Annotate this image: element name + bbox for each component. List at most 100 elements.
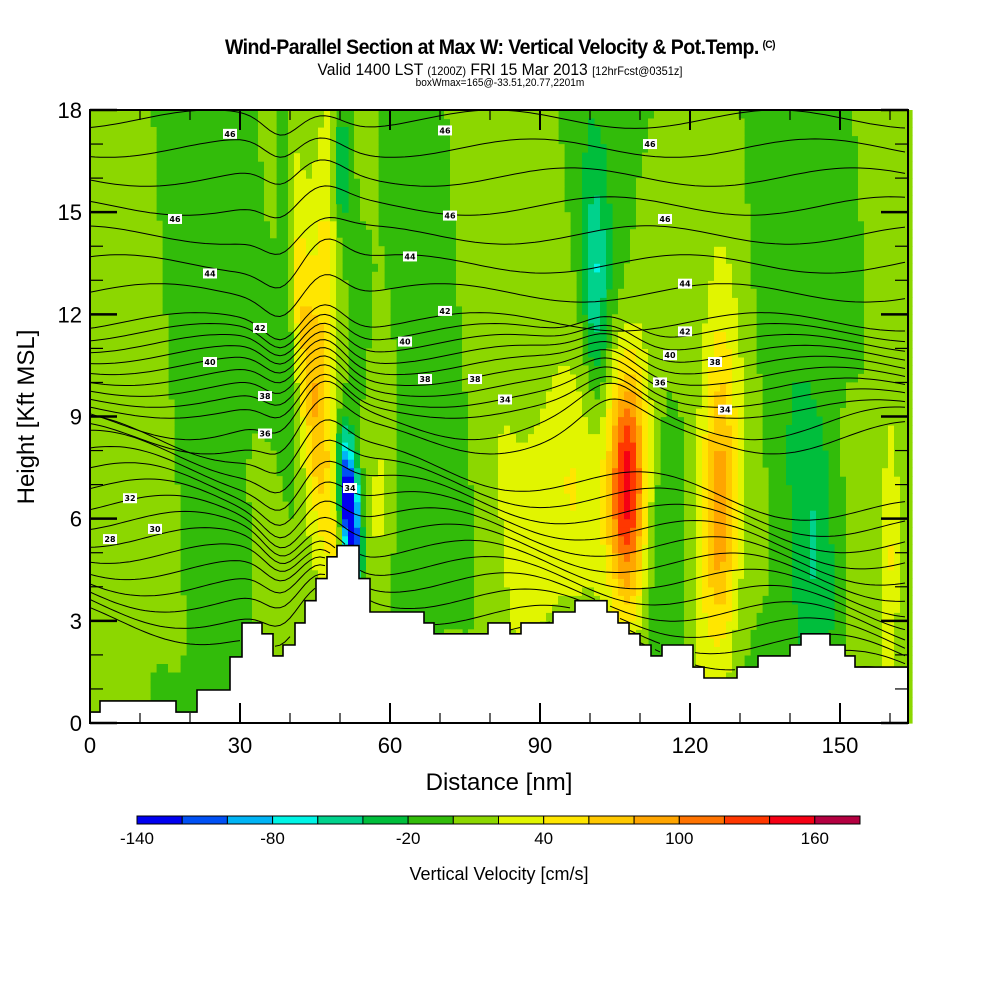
field-cell bbox=[534, 467, 541, 477]
field-cell bbox=[528, 603, 535, 613]
field-cell bbox=[342, 314, 349, 324]
field-cell bbox=[678, 382, 685, 392]
field-cell bbox=[498, 535, 505, 545]
field-cell bbox=[150, 331, 157, 341]
field-cell bbox=[624, 459, 631, 469]
field-cell bbox=[588, 467, 595, 477]
field-cell bbox=[582, 527, 589, 537]
field-cell bbox=[270, 552, 277, 562]
field-cell bbox=[276, 612, 283, 622]
field-cell bbox=[486, 544, 493, 554]
field-cell bbox=[648, 331, 655, 341]
field-cell bbox=[270, 612, 277, 622]
field-cell bbox=[162, 510, 169, 520]
field-cell bbox=[564, 348, 571, 358]
field-cell bbox=[480, 399, 487, 409]
field-cell bbox=[168, 450, 175, 460]
field-cell bbox=[522, 399, 529, 409]
field-cell bbox=[702, 501, 709, 511]
field-cell bbox=[144, 322, 151, 332]
field-cell bbox=[348, 459, 355, 469]
field-cell bbox=[138, 254, 145, 264]
field-cell bbox=[132, 544, 139, 554]
field-cell bbox=[618, 552, 625, 562]
field-cell bbox=[324, 544, 331, 554]
field-cell bbox=[132, 561, 139, 571]
field-cell bbox=[642, 425, 649, 435]
field-cell bbox=[294, 450, 301, 460]
field-cell bbox=[300, 271, 307, 281]
field-cell bbox=[102, 620, 109, 630]
field-cell bbox=[708, 331, 715, 341]
field-cell bbox=[642, 391, 649, 401]
field-cell bbox=[486, 535, 493, 545]
field-cell bbox=[546, 314, 553, 324]
field-cell bbox=[378, 544, 385, 554]
field-cell bbox=[90, 254, 97, 264]
field-cell bbox=[510, 416, 517, 426]
field-cell bbox=[672, 195, 679, 205]
field-cell bbox=[510, 578, 517, 588]
field-cell bbox=[132, 501, 139, 511]
field-cell bbox=[642, 433, 649, 443]
field-cell bbox=[270, 135, 277, 145]
field-cell bbox=[366, 186, 373, 196]
field-cell bbox=[150, 195, 157, 205]
field-cell bbox=[384, 493, 391, 503]
field-cell bbox=[138, 501, 145, 511]
field-cell bbox=[492, 356, 499, 366]
field-cell bbox=[126, 373, 133, 383]
field-cell bbox=[276, 518, 283, 528]
field-cell bbox=[456, 203, 463, 213]
field-cell bbox=[702, 569, 709, 579]
field-cell bbox=[372, 348, 379, 358]
field-cell bbox=[282, 620, 289, 630]
field-cell bbox=[498, 144, 505, 154]
field-cell bbox=[726, 382, 733, 392]
field-cell bbox=[702, 425, 709, 435]
field-cell bbox=[654, 237, 661, 247]
field-cell bbox=[654, 246, 661, 256]
field-cell bbox=[642, 416, 649, 426]
field-cell bbox=[462, 314, 469, 324]
field-cell bbox=[642, 161, 649, 171]
field-cell bbox=[708, 595, 715, 605]
field-cell bbox=[726, 459, 733, 469]
field-cell bbox=[330, 195, 337, 205]
field-cell bbox=[654, 314, 661, 324]
field-cell bbox=[492, 271, 499, 281]
field-cell bbox=[588, 561, 595, 571]
field-cell bbox=[378, 552, 385, 562]
field-cell bbox=[342, 416, 349, 426]
field-cell bbox=[582, 433, 589, 443]
field-cell bbox=[108, 646, 115, 656]
field-cell bbox=[156, 586, 163, 596]
field-cell bbox=[594, 127, 601, 137]
field-cell bbox=[570, 339, 577, 349]
field-cell bbox=[522, 595, 529, 605]
field-cell bbox=[504, 450, 511, 460]
field-cell bbox=[564, 501, 571, 511]
field-cell bbox=[264, 484, 271, 494]
field-cell bbox=[492, 476, 499, 486]
field-cell bbox=[534, 161, 541, 171]
field-cell bbox=[468, 110, 475, 120]
field-cell bbox=[126, 603, 133, 613]
field-cell bbox=[360, 169, 367, 179]
field-cell bbox=[534, 212, 541, 222]
field-cell bbox=[126, 620, 133, 630]
field-cell bbox=[330, 305, 337, 315]
field-cell bbox=[522, 544, 529, 554]
field-cell bbox=[570, 544, 577, 554]
field-cell bbox=[120, 305, 127, 315]
field-cell bbox=[156, 629, 163, 639]
field-cell bbox=[714, 569, 721, 579]
field-cell bbox=[612, 348, 619, 358]
field-cell bbox=[306, 127, 313, 137]
field-cell bbox=[498, 348, 505, 358]
field-cell bbox=[714, 322, 721, 332]
field-cell bbox=[108, 654, 115, 664]
field-cell bbox=[336, 442, 343, 452]
field-cell bbox=[150, 365, 157, 375]
field-cell bbox=[516, 603, 523, 613]
